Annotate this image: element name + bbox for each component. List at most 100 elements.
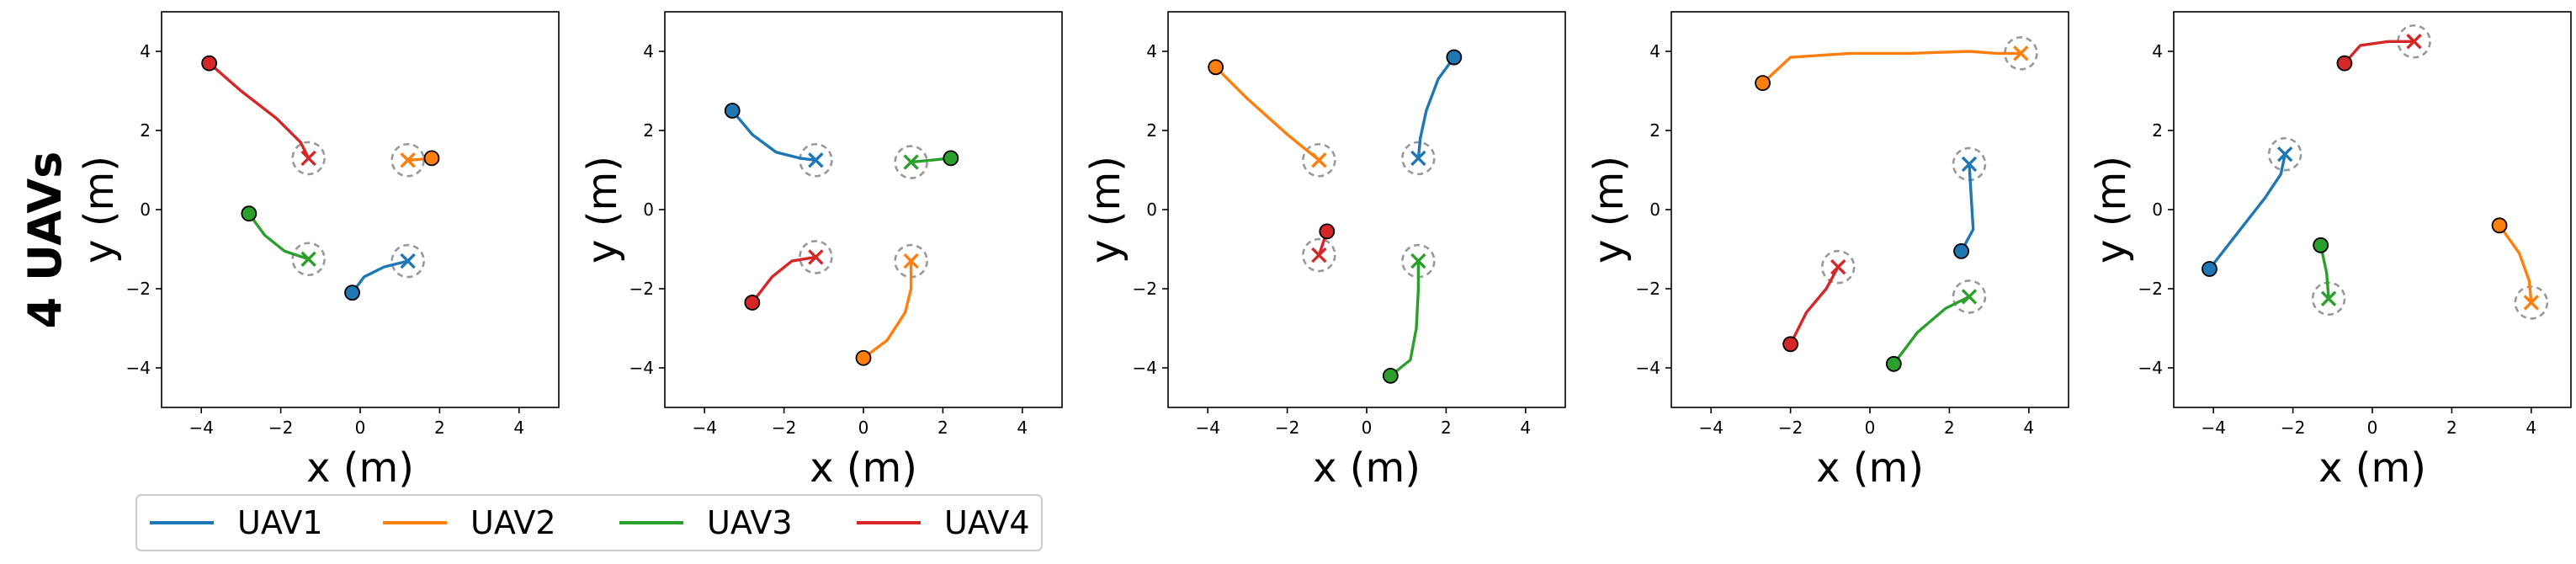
series-uav3 (1382, 243, 1436, 384)
y-axis-label: y (m) (579, 156, 626, 263)
trajectory-line (1959, 162, 1975, 253)
legend-frame (135, 494, 1043, 551)
goal-marker (1961, 156, 1978, 173)
start-marker (423, 150, 440, 167)
x-tick-label: 0 (1362, 418, 1373, 438)
x-axis-label: x (m) (306, 444, 414, 492)
x-axis-label: x (m) (2318, 444, 2426, 492)
trajectory-line (2207, 152, 2287, 271)
y-tick-label: −4 (1133, 358, 1157, 378)
x-tick-label: −4 (2201, 418, 2225, 438)
trajectory-line (730, 109, 818, 162)
goal-circle (1302, 237, 1336, 273)
x-tick-label: 0 (355, 418, 366, 438)
goal-marker (2320, 290, 2337, 306)
trajectory-line (1214, 66, 1321, 162)
goal-circle (1401, 141, 1436, 176)
y-tick-label: 4 (1146, 41, 1157, 61)
x-tick-label: 4 (2526, 418, 2536, 438)
series-uav2 (2491, 217, 2549, 320)
plot-frame (1167, 11, 1566, 408)
start-marker (1319, 223, 1336, 240)
trajectory-line (247, 212, 311, 261)
goal-marker (300, 251, 316, 267)
goal-marker (808, 152, 824, 168)
x-tick-label: −2 (1778, 418, 1803, 438)
start-marker (344, 285, 360, 301)
series-uav3 (894, 145, 959, 179)
trajectory-line (2498, 224, 2533, 305)
x-tick-label: −2 (1275, 418, 1299, 438)
goal-circle (1302, 142, 1336, 178)
y-tick-label: 4 (643, 41, 654, 61)
goal-marker (1410, 150, 1426, 167)
series-uav4 (201, 55, 326, 176)
y-tick-label: 4 (2152, 41, 2163, 61)
trajectory-line (1788, 265, 1840, 346)
y-tick-label: −4 (2138, 358, 2163, 378)
plot-frame (1670, 11, 2069, 408)
series-uav2 (390, 142, 440, 178)
trajectory-line (751, 255, 818, 305)
goal-circle (291, 141, 326, 176)
start-marker (1953, 242, 1969, 259)
x-tick-label: 0 (858, 418, 869, 438)
panel-3: −4 −2 0 2 4 −4 −2 0 2 4 x (m) y (m) (1082, 11, 1566, 492)
legend-label: UAV1 (237, 504, 323, 541)
legend-entry-uav4: UAV4 (857, 504, 1030, 541)
trajectory-line (207, 61, 311, 160)
goal-marker (1311, 247, 1327, 263)
start-marker (1755, 75, 1771, 91)
y-tick-label: 2 (2152, 120, 2163, 141)
y-tick-label: 2 (1146, 120, 1157, 141)
x-tick-label: 2 (434, 418, 445, 438)
x-tick-label: 4 (2023, 418, 2034, 438)
series-uav4 (744, 240, 833, 311)
goal-marker (2013, 45, 2029, 61)
x-tick-label: −4 (189, 418, 213, 438)
series-uav4 (2336, 24, 2431, 72)
start-marker (855, 349, 872, 366)
goal-marker (300, 150, 316, 167)
goal-marker (1410, 253, 1426, 269)
y-tick-label: 2 (140, 120, 151, 141)
start-marker (241, 205, 258, 222)
series-uav2 (855, 243, 928, 366)
goal-circle (2004, 36, 2038, 71)
legend: UAV1 UAV2 UAV3 UAV4 (135, 494, 1043, 551)
start-marker (2491, 217, 2508, 234)
goal-marker (1311, 152, 1327, 168)
y-tick-label: 0 (643, 200, 654, 220)
x-tick-label: −4 (1195, 418, 1219, 438)
x-tick-label: 2 (2446, 418, 2457, 438)
legend-label: UAV2 (470, 504, 556, 541)
y-tick-label: 0 (1649, 200, 1660, 220)
start-marker (2313, 237, 2329, 253)
trajectory-line (1389, 259, 1421, 378)
start-marker (1446, 49, 1463, 66)
goal-circle (390, 243, 425, 279)
series-uav1 (2202, 136, 2302, 277)
y-axis-label: y (m) (1585, 156, 1633, 263)
goal-circle (799, 142, 833, 178)
y-tick-label: 0 (1146, 200, 1157, 220)
series-uav4 (1782, 249, 1856, 353)
y-tick-label: 0 (140, 200, 151, 220)
goal-circle (1820, 249, 1856, 285)
trajectory-line (350, 259, 410, 295)
series-uav2 (1755, 36, 2038, 91)
legend-entry-uav2: UAV2 (383, 504, 556, 541)
x-tick-label: 2 (1944, 418, 1955, 438)
start-marker (201, 55, 218, 72)
y-tick-label: 2 (1649, 120, 1660, 141)
panels: −4 −2 0 2 4 −4 −2 0 2 4 x (m) y (m) −4 −2 0 2 4 −4 −2 0 2 4 x … (76, 11, 2572, 492)
x-tick-label: −2 (772, 418, 796, 438)
y-tick-label: −4 (1636, 358, 1660, 378)
x-tick-label: 4 (1520, 418, 1531, 438)
x-axis-label: x (m) (1313, 444, 1421, 492)
series-uav3 (1885, 279, 1987, 372)
trajectory-line (2318, 243, 2330, 301)
goal-marker (2276, 146, 2293, 162)
series-uav1 (724, 103, 833, 178)
panel-2: −4 −2 0 2 4 −4 −2 0 2 4 x (m) y (m) (579, 11, 1063, 492)
